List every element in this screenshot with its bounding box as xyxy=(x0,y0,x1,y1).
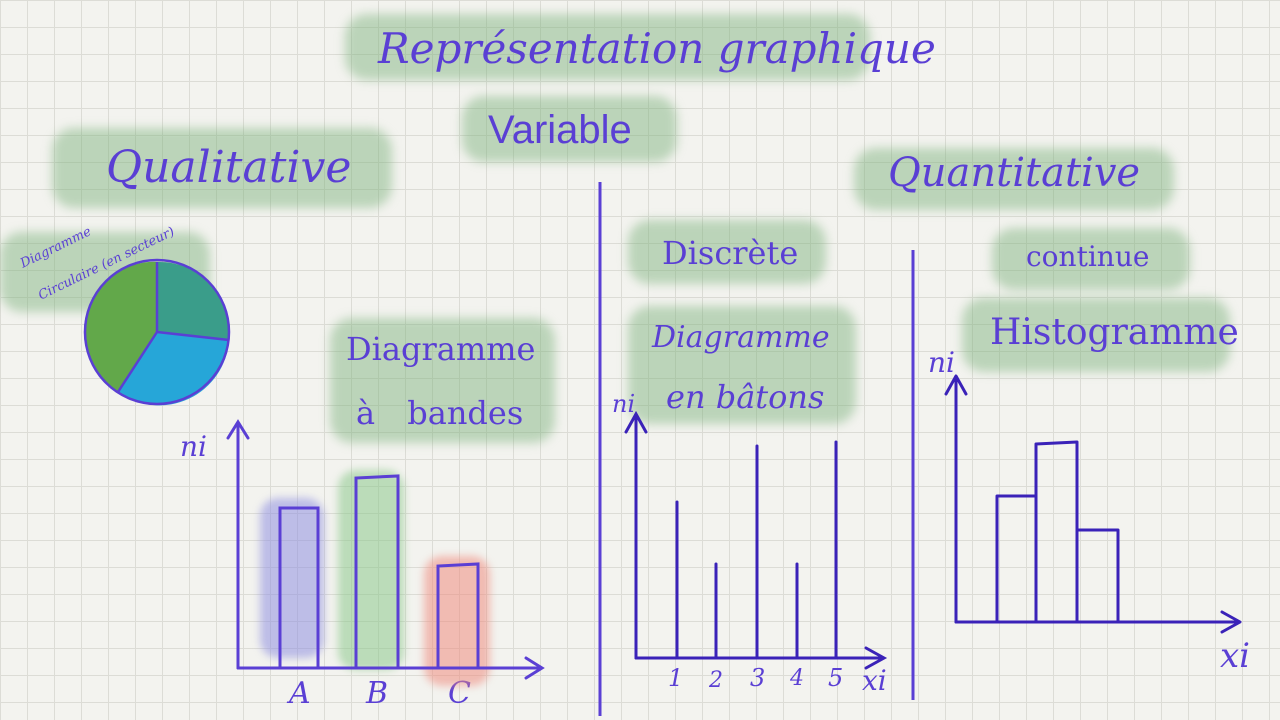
histogramme-highlight xyxy=(962,298,1230,372)
discrete-tick-4: 4 xyxy=(790,666,804,691)
pie-chart xyxy=(83,258,231,406)
continue-highlight xyxy=(992,228,1190,290)
bar-highlight-a xyxy=(260,498,324,658)
histogram xyxy=(944,374,1242,634)
bar-chart-label-line2: à bandes xyxy=(356,394,524,432)
stick-chart-y-axis xyxy=(624,410,648,660)
continuous-xlabel: xi xyxy=(1220,636,1251,676)
discrete-tick-5: 5 xyxy=(828,664,844,692)
bar-b xyxy=(354,474,400,670)
histogram-x-axis xyxy=(954,610,1242,634)
histogram-y-axis xyxy=(944,374,968,624)
histogramme-label: Histogramme xyxy=(990,312,1239,353)
bar-chart-y-axis xyxy=(226,419,250,670)
bar-highlight-c xyxy=(424,556,490,686)
stick-chart-x-axis xyxy=(634,646,888,670)
bar-c xyxy=(436,562,480,670)
stick-chart xyxy=(624,410,888,670)
qualitative-heading: Qualitative xyxy=(106,142,352,193)
bar-highlights xyxy=(260,470,490,686)
discrete-heading: Discrète xyxy=(662,234,799,272)
discrete-xlabel: xi xyxy=(862,664,887,697)
bar-category-a: A xyxy=(289,676,311,711)
discrete-tick-1: 1 xyxy=(668,664,684,692)
bar-chart-x-axis xyxy=(236,656,545,680)
quantitative-highlight xyxy=(854,148,1174,210)
pie-outline xyxy=(83,258,231,406)
bar-highlight-b xyxy=(338,470,404,670)
variable-heading: Variable xyxy=(488,108,632,152)
histogram-bin-3 xyxy=(1075,528,1120,624)
quantitative-heading: Quantitative xyxy=(888,150,1141,196)
batons-label-highlight xyxy=(628,306,856,424)
pie-slice-a xyxy=(157,261,230,340)
histogram-bin-1 xyxy=(995,494,1038,624)
bar-chart-label-line1: Diagramme xyxy=(346,330,536,368)
bar-a xyxy=(278,506,320,670)
pie-dividers xyxy=(116,262,230,393)
qualitative-highlight xyxy=(52,128,392,208)
batons-label-line2: en bâtons xyxy=(666,378,825,416)
bandes-label-highlight xyxy=(330,318,555,443)
discrete-highlight xyxy=(628,220,826,284)
continue-heading: continue xyxy=(1026,240,1150,273)
bar-chart-ylabel: ni xyxy=(180,430,207,463)
discrete-tick-3: 3 xyxy=(750,664,766,692)
variable-highlight xyxy=(462,96,677,162)
batons-label-line1: Diagramme xyxy=(652,320,830,355)
title-highlight xyxy=(345,14,870,80)
page-title: Représentation graphique xyxy=(378,24,936,73)
discrete-tick-2: 2 xyxy=(709,668,723,693)
bar-category-b: B xyxy=(366,676,389,711)
continuous-ylabel: ni xyxy=(928,346,955,379)
discrete-ylabel: ni xyxy=(612,390,636,418)
bar-chart xyxy=(226,419,545,680)
histogram-bin-2 xyxy=(1034,440,1079,624)
